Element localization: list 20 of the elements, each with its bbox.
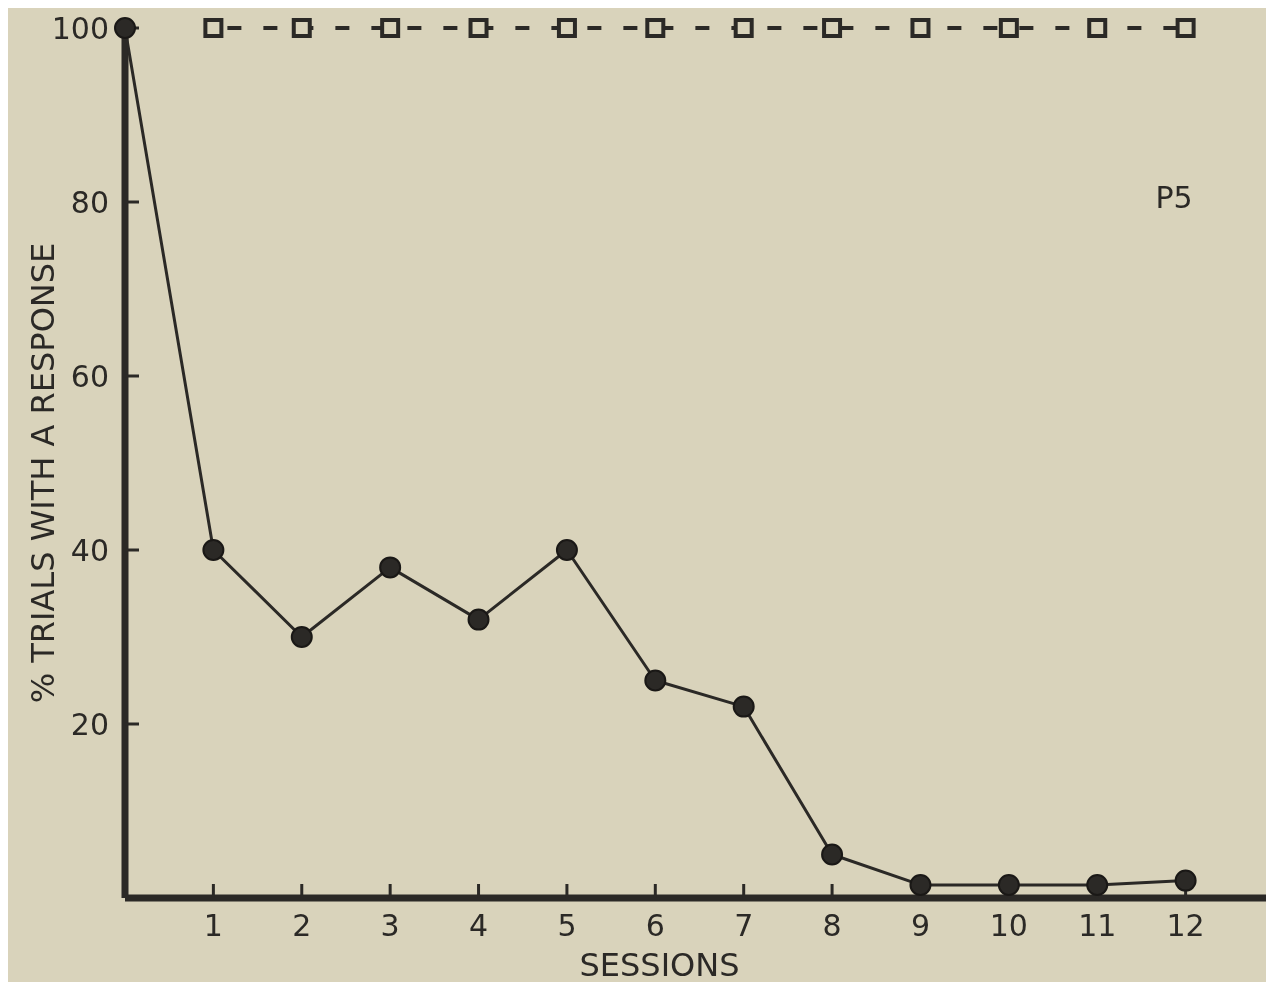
x-tick-label: 8: [822, 908, 842, 943]
x-tick-label: 6: [645, 908, 665, 943]
y-tick-label: 100: [51, 11, 109, 46]
y-tick-label: 20: [70, 707, 109, 742]
x-tick-label: 9: [910, 908, 931, 943]
x-tick-label: 10: [989, 908, 1028, 943]
x-tick-label: 11: [1078, 908, 1117, 943]
y-axis-title: % TRIALS WITH A RESPONSE: [24, 242, 62, 704]
x-axis-title: SESSIONS: [579, 946, 740, 982]
x-tick-label: 1: [203, 908, 223, 943]
x-tick-label: 4: [468, 908, 489, 943]
x-tick-label: 3: [380, 908, 400, 943]
y-tick-label: 40: [70, 533, 109, 568]
x-tick-label: 5: [557, 908, 577, 943]
x-tick-label: 12: [1166, 908, 1205, 943]
y-tick-label: 80: [70, 185, 109, 220]
x-tick-label: 2: [292, 908, 312, 943]
annotation: P5: [1155, 180, 1193, 215]
y-tick-label: 60: [70, 359, 109, 394]
x-tick-label: 7: [734, 908, 754, 943]
